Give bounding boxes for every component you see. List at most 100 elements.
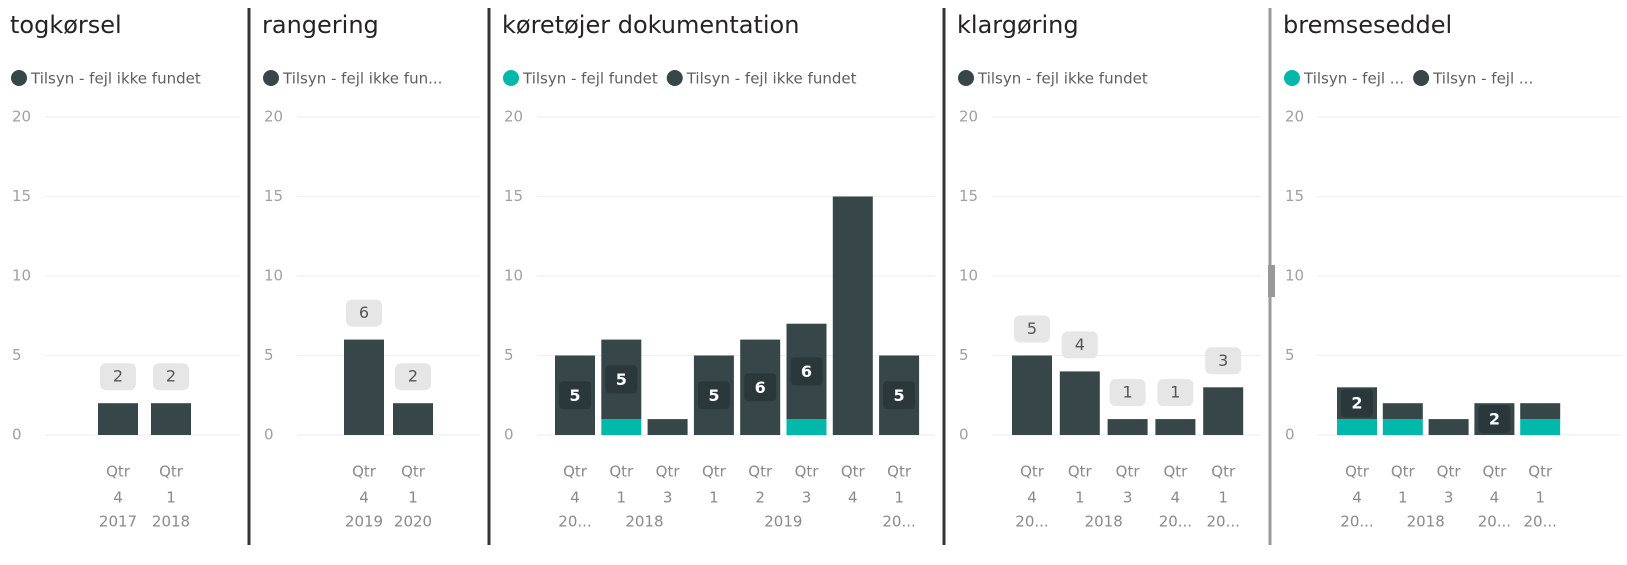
x-group-label: 20... [1206, 513, 1239, 531]
x-tick-label: 1 [1075, 489, 1085, 507]
data-label: 2 [166, 367, 176, 386]
x-tick-label: Qtr [401, 463, 426, 481]
y-tick-label: 10 [264, 267, 283, 285]
data-label: 3 [1218, 351, 1228, 370]
x-tick-label: 4 [113, 489, 123, 507]
y-tick-label: 20 [959, 108, 978, 126]
x-group-label: 2018 [1407, 513, 1445, 531]
x-group-label: 20... [1015, 513, 1048, 531]
legend-marker [1284, 70, 1300, 86]
x-tick-label: Qtr [1391, 463, 1416, 481]
bar-segment [647, 419, 688, 435]
x-tick-label: 4 [1027, 489, 1037, 507]
x-tick-label: 3 [1444, 489, 1454, 507]
y-tick-label: 10 [1285, 267, 1304, 285]
data-label-box [1341, 389, 1373, 418]
bar-segment [832, 196, 873, 435]
data-label: 2 [408, 367, 418, 386]
bar-segment [1382, 419, 1423, 435]
x-tick-label: 4 [1352, 489, 1362, 507]
bar-segment [1337, 419, 1377, 435]
scroll-handle [1268, 265, 1275, 297]
chart-title: klargøring [957, 11, 1079, 39]
y-tick-label: 5 [12, 346, 22, 364]
chart-title: rangering [262, 11, 379, 39]
x-tick-label: 3 [802, 489, 812, 507]
x-tick-label: 1 [1535, 489, 1545, 507]
legend-marker [666, 70, 683, 86]
x-tick-label: 4 [570, 489, 580, 507]
y-tick-label: 5 [264, 346, 274, 364]
x-tick-label: 1 [1218, 489, 1228, 507]
x-tick-label: Qtr [1528, 463, 1553, 481]
data-label-box [346, 299, 382, 327]
x-tick-label: 3 [663, 489, 673, 507]
data-label-box [1014, 315, 1050, 343]
x-tick-label: Qtr [1482, 463, 1507, 481]
bar-segment [98, 403, 138, 435]
legend-label: Tilsyn - fejl ikke fundet [977, 70, 1148, 88]
data-label: 5 [894, 386, 905, 405]
bar-segment [1520, 403, 1561, 420]
data-label: 2 [113, 367, 123, 386]
y-tick-label: 20 [12, 108, 31, 126]
data-label: 5 [616, 370, 627, 389]
chart-title: bremseseddel [1283, 11, 1452, 39]
y-tick-label: 15 [959, 187, 978, 205]
data-label-box [790, 357, 823, 386]
x-tick-label: Qtr [1211, 463, 1236, 481]
y-tick-label: 15 [12, 187, 31, 205]
data-label-box [1109, 379, 1146, 407]
chart-title: togkørsel [10, 11, 122, 39]
legend-label: Tilsyn - fejl ikke fundet [30, 70, 201, 88]
y-tick-label: 5 [1285, 346, 1295, 364]
x-group-label: 20... [1340, 513, 1373, 531]
x-tick-label: Qtr [106, 463, 131, 481]
y-tick-label: 0 [264, 426, 274, 444]
bar-segment [151, 403, 191, 435]
data-label: 5 [569, 386, 580, 405]
y-tick-label: 15 [504, 187, 523, 205]
x-tick-label: Qtr [748, 463, 773, 481]
x-tick-label: Qtr [352, 463, 377, 481]
x-tick-label: 1 [617, 489, 627, 507]
y-tick-label: 5 [504, 346, 514, 364]
x-tick-label: Qtr [1116, 463, 1141, 481]
bar-segment [1428, 419, 1469, 435]
x-group-label: 20... [1478, 513, 1511, 531]
y-tick-label: 10 [959, 267, 978, 285]
legend-marker [11, 70, 27, 86]
bar-segment [1203, 387, 1244, 435]
y-tick-label: 0 [12, 426, 22, 444]
x-group-label: 20... [1523, 513, 1556, 531]
data-label-box [395, 363, 431, 391]
data-label-box [559, 381, 591, 410]
legend-label: Tilsyn - fejl ikke fundet [686, 70, 857, 88]
x-tick-label: Qtr [841, 463, 866, 481]
x-tick-label: Qtr [702, 463, 727, 481]
legend-label: Tilsyn - fejl ... [1303, 70, 1404, 88]
bar-segment [1059, 371, 1100, 435]
data-label: 2 [1489, 410, 1500, 429]
x-tick-label: Qtr [159, 463, 184, 481]
y-tick-label: 20 [504, 108, 523, 126]
x-tick-label: 4 [1171, 489, 1181, 507]
x-tick-label: Qtr [1020, 463, 1045, 481]
x-group-label: 2019 [764, 513, 802, 531]
data-label: 5 [708, 386, 719, 405]
chart-title: køretøjer dokumentation [502, 11, 799, 39]
y-tick-label: 15 [1285, 187, 1304, 205]
data-label-box [605, 365, 638, 394]
data-label-box [1478, 405, 1511, 434]
bar-segment [1012, 355, 1052, 435]
x-group-label: 2018 [1085, 513, 1123, 531]
data-label-box [1205, 347, 1242, 375]
x-tick-label: 1 [166, 489, 176, 507]
data-label: 6 [755, 378, 766, 397]
y-tick-label: 20 [264, 108, 283, 126]
x-tick-label: 2 [755, 489, 765, 507]
x-group-label: 2017 [99, 513, 137, 531]
x-tick-label: Qtr [1163, 463, 1188, 481]
